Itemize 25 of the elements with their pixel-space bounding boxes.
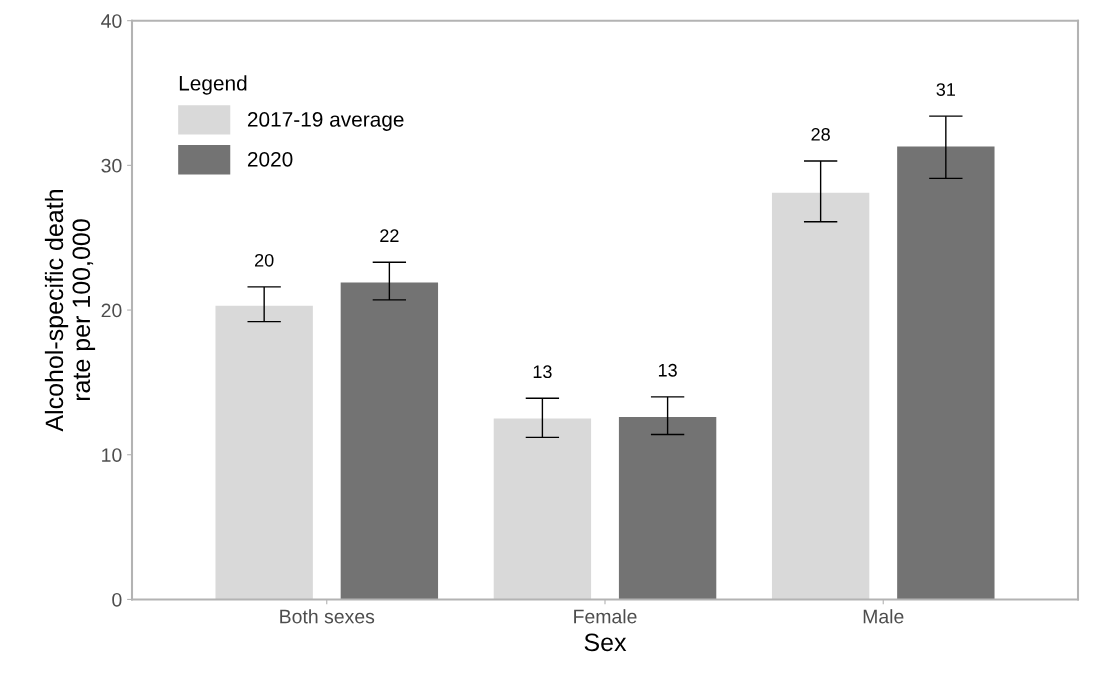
data-label: 13	[533, 365, 552, 379]
x-tick-label: Male	[863, 609, 904, 624]
y-axis-title: Alcohol-specific death rate per 100,000	[44, 190, 96, 432]
legend-label: 2020	[247, 151, 293, 167]
bar	[340, 282, 439, 600]
y-tick-label: 20	[101, 303, 122, 318]
data-label: 13	[658, 363, 677, 377]
x-tick-label: Female	[574, 609, 637, 624]
x-tick-label: Both sexes	[280, 609, 375, 624]
data-label: 20	[255, 253, 274, 267]
data-label: 31	[936, 83, 955, 96]
legend-label: 2017-19 average	[247, 112, 404, 131]
y-tick-label: 40	[101, 14, 122, 28]
bar	[771, 192, 870, 600]
bar	[493, 418, 592, 600]
y-tick-label: 10	[102, 448, 122, 462]
data-label: 22	[380, 229, 399, 242]
x-axis-title: Sex	[584, 633, 627, 652]
bar	[897, 146, 995, 600]
y-tick-label: 30	[101, 158, 122, 173]
y-tick-label: 0	[112, 592, 122, 607]
bar	[215, 305, 313, 600]
legend-title: Legend	[179, 75, 247, 95]
bar	[618, 417, 717, 600]
data-label: 28	[811, 128, 830, 141]
